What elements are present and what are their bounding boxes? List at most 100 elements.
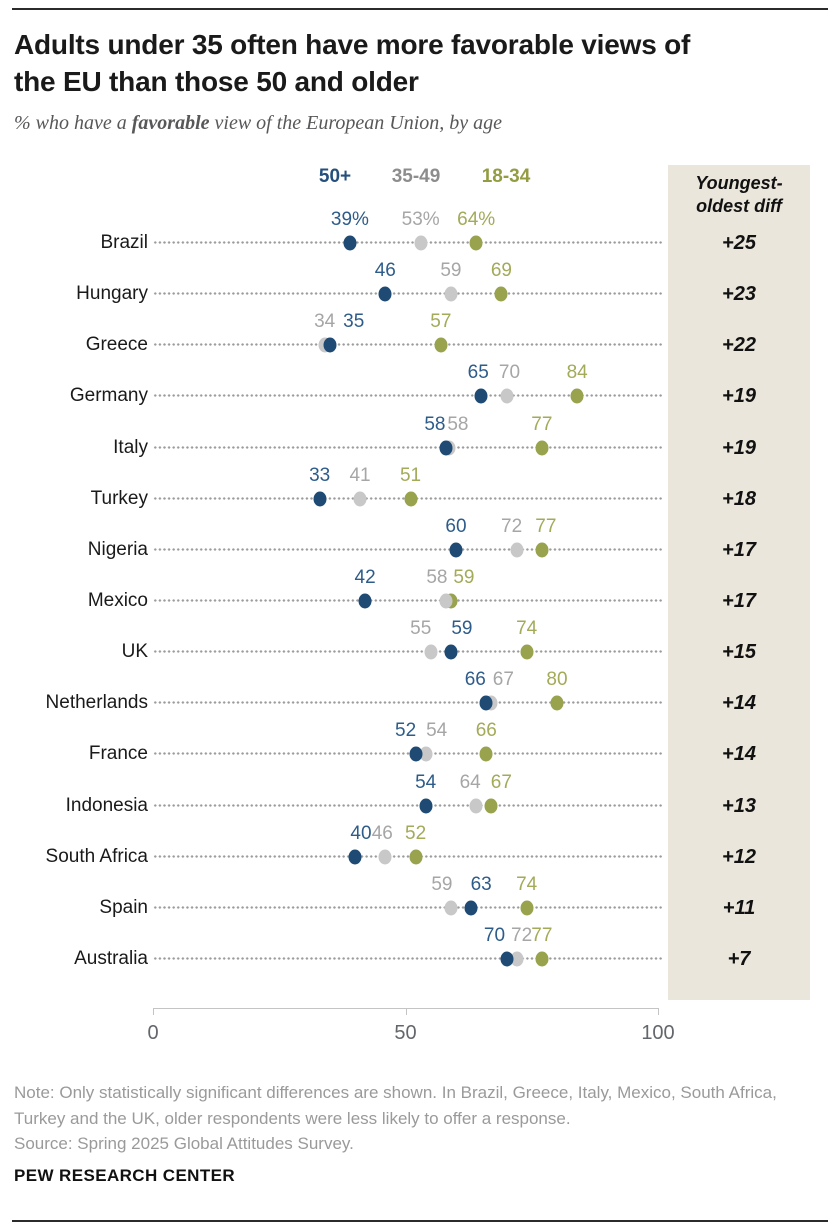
country-label: Netherlands bbox=[45, 692, 148, 714]
young-dot bbox=[434, 337, 448, 353]
diff-value: +17 bbox=[722, 589, 756, 612]
country-label: Italy bbox=[113, 436, 148, 458]
mid-dot bbox=[378, 849, 392, 865]
value-label: 39% bbox=[330, 209, 369, 230]
country-label: Nigeria bbox=[87, 538, 148, 560]
mid-dot bbox=[444, 900, 458, 916]
mid-dot bbox=[510, 542, 524, 558]
value-label: 65 bbox=[467, 362, 489, 384]
legend-item-mid: 35-49 bbox=[391, 166, 441, 187]
country-label: Greece bbox=[85, 334, 148, 356]
old-dot bbox=[479, 695, 493, 711]
chart-subtitle: % who have a favorable view of the Europ… bbox=[14, 112, 714, 135]
country-label: South Africa bbox=[45, 845, 148, 867]
value-label: 67 bbox=[492, 669, 514, 691]
axis-tick bbox=[658, 1008, 659, 1015]
mid-dot bbox=[419, 746, 433, 762]
value-label: 58 bbox=[447, 413, 469, 435]
old-dot bbox=[378, 286, 392, 302]
value-label: 60 bbox=[445, 515, 467, 537]
mid-dot bbox=[424, 644, 438, 660]
axis-tick bbox=[405, 1008, 407, 1015]
source-text: Source: Spring 2025 Global Attitudes Sur… bbox=[14, 1134, 354, 1153]
value-label: 80 bbox=[546, 669, 568, 691]
leader-line bbox=[153, 241, 663, 244]
young-dot bbox=[409, 849, 423, 865]
mid-dot bbox=[510, 951, 524, 967]
country-label: Turkey bbox=[90, 487, 148, 509]
value-label: 46 bbox=[371, 822, 393, 844]
diff-panel-header: Youngest- oldest diff bbox=[668, 172, 810, 218]
value-label: 70 bbox=[483, 924, 506, 946]
value-label: 33 bbox=[309, 464, 331, 486]
diff-value: +23 bbox=[722, 283, 756, 306]
mid-dot bbox=[469, 798, 483, 814]
value-label: 84 bbox=[566, 362, 588, 384]
old-dot bbox=[439, 440, 453, 456]
value-label: 66 bbox=[475, 720, 497, 742]
diff-value: +7 bbox=[727, 947, 751, 970]
diff-value: +13 bbox=[722, 794, 756, 817]
value-label: 40 bbox=[350, 822, 372, 844]
leader-line bbox=[153, 803, 663, 807]
diff-value: +14 bbox=[722, 743, 756, 766]
leader-line bbox=[153, 854, 663, 858]
country-label: Hungary bbox=[76, 283, 148, 305]
value-label: 34 bbox=[314, 311, 336, 333]
country-label: Spain bbox=[99, 896, 148, 918]
value-label: 64% bbox=[457, 209, 496, 230]
value-label: 52 bbox=[395, 720, 417, 742]
mid-dot bbox=[444, 286, 458, 302]
leader-line bbox=[153, 905, 663, 909]
value-label: 46 bbox=[374, 260, 396, 282]
leader-line bbox=[153, 956, 663, 960]
value-label: 35 bbox=[343, 311, 365, 333]
leader-line bbox=[153, 445, 663, 449]
chart-title-line-2: the EU than those 50 and older bbox=[14, 66, 419, 97]
value-label: 77 bbox=[531, 924, 553, 946]
diff-value: +14 bbox=[722, 692, 756, 715]
mid-dot bbox=[414, 235, 428, 251]
country-label: Mexico bbox=[87, 589, 148, 611]
value-label: 74 bbox=[516, 873, 538, 895]
country-label: Brazil bbox=[100, 232, 148, 253]
old-dot bbox=[449, 542, 463, 558]
subtitle-post: view of the European Union, by age bbox=[209, 112, 503, 134]
value-label: 59 bbox=[440, 260, 462, 282]
value-label: 77 bbox=[531, 413, 553, 435]
value-label: 69 bbox=[490, 260, 513, 282]
axis-tick-label: 0 bbox=[147, 1022, 159, 1044]
old-dot bbox=[409, 746, 423, 762]
old-dot bbox=[348, 849, 362, 865]
value-label: 54 bbox=[426, 720, 448, 742]
value-label: 63 bbox=[470, 873, 492, 895]
country-label: Australia bbox=[74, 947, 148, 969]
value-label: 64 bbox=[459, 771, 481, 793]
axis-tick bbox=[153, 1008, 154, 1015]
young-dot bbox=[479, 746, 493, 762]
mid-dot bbox=[439, 593, 453, 609]
value-label: 66 bbox=[464, 669, 486, 691]
diff-value: +19 bbox=[722, 385, 756, 408]
young-dot bbox=[535, 951, 549, 967]
old-dot bbox=[419, 798, 433, 814]
young-dot bbox=[550, 695, 564, 711]
country-label: UK bbox=[121, 641, 148, 663]
young-dot bbox=[535, 542, 549, 558]
old-dot bbox=[323, 337, 337, 353]
value-label: 59 bbox=[431, 873, 453, 895]
subtitle-bold-word: favorable bbox=[131, 112, 210, 134]
axis-tick-label: 100 bbox=[641, 1022, 675, 1044]
value-label: 58 bbox=[424, 413, 446, 435]
diff-value: +18 bbox=[722, 487, 756, 510]
old-dot bbox=[358, 593, 372, 609]
value-label: 41 bbox=[349, 464, 371, 486]
value-label: 52 bbox=[405, 822, 427, 844]
value-label: 51 bbox=[399, 464, 422, 486]
legend-item-young: 18-34 bbox=[481, 166, 531, 187]
young-dot bbox=[520, 900, 534, 916]
value-label: 72 bbox=[511, 924, 533, 946]
diff-value: +11 bbox=[722, 896, 756, 919]
old-dot bbox=[474, 388, 488, 404]
value-label: 59 bbox=[451, 618, 473, 640]
